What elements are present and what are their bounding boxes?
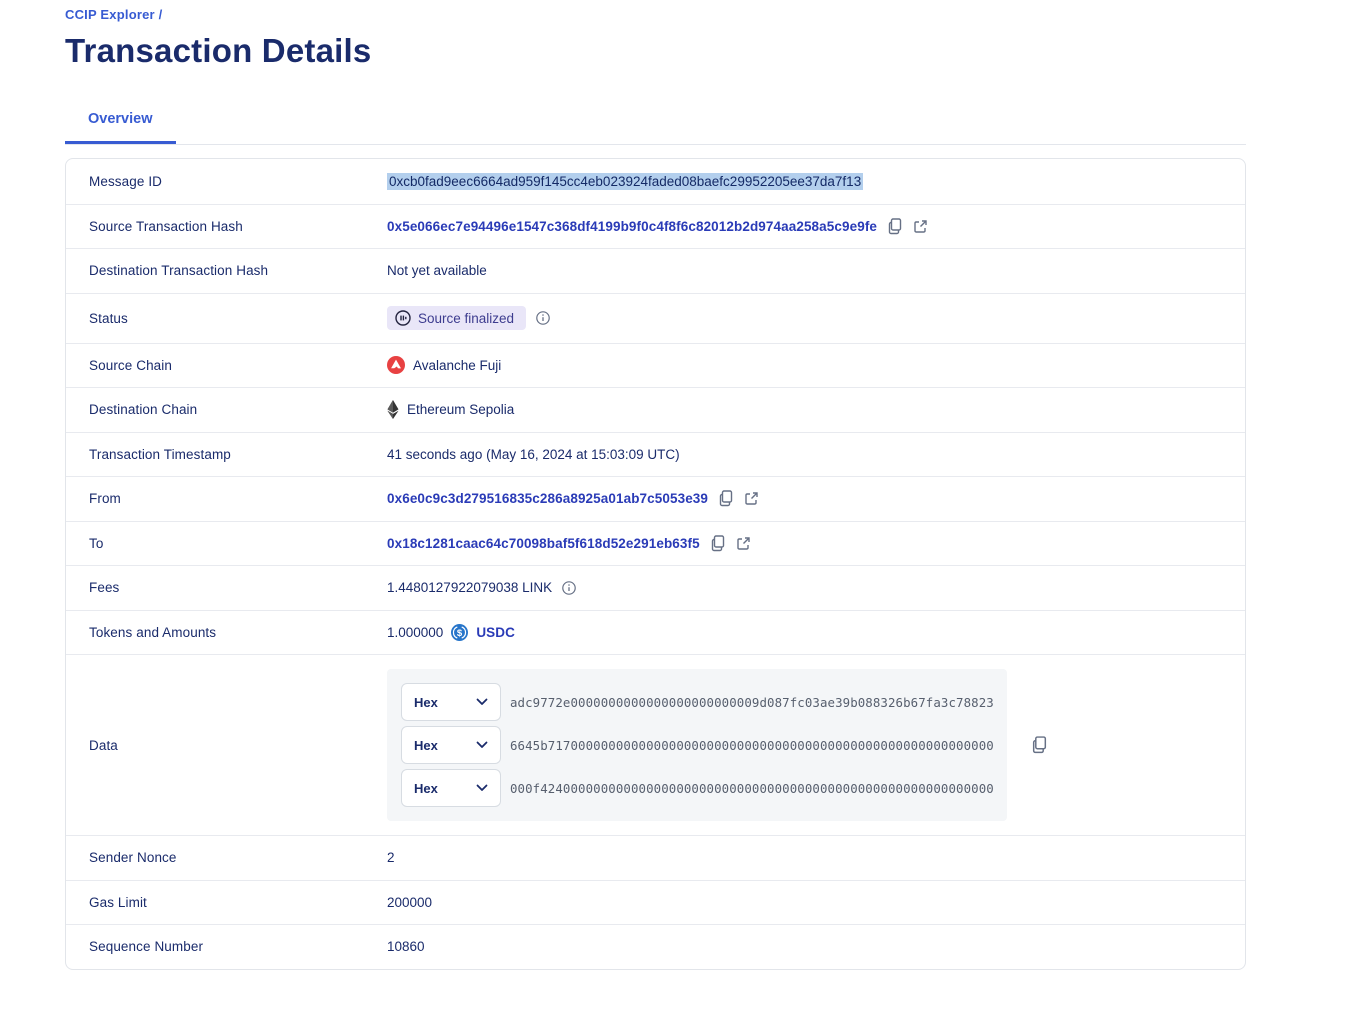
row-label: Destination Transaction Hash [89, 263, 269, 279]
chevron-down-icon [476, 741, 488, 749]
row-label: Tokens and Amounts [89, 624, 217, 640]
status-badge: Source finalized [387, 306, 527, 330]
source-chain-name: Avalanche Fuji [413, 357, 502, 373]
transaction-details-page: CCIP Explorer / Transaction Details Over… [65, 0, 1246, 970]
row-label: Source Chain [89, 357, 172, 373]
copy-icon[interactable] [718, 490, 734, 507]
from-address-link[interactable]: 0x6e0c9c3d279516835c286a8925a01ab7c5053e… [387, 491, 709, 507]
external-link-icon[interactable] [744, 491, 759, 506]
row-tokens: Tokens and Amounts 1.000000 $ USDC [66, 609, 1245, 655]
row-label: Data [89, 737, 118, 753]
token-amount: 1.000000 [387, 624, 444, 640]
chevron-down-icon [476, 698, 488, 706]
hex-format-select[interactable]: Hex [401, 769, 501, 807]
row-fees: Fees 1.4480127922079038 LINK [66, 565, 1245, 610]
hex-select-value: Hex [414, 780, 438, 796]
gas-limit-value: 200000 [387, 894, 433, 910]
row-label: Sender Nonce [89, 850, 177, 866]
row-label: Gas Limit [89, 894, 147, 910]
row-sender-nonce: Sender Nonce 2 [66, 835, 1245, 880]
row-sequence-number: Sequence Number 10860 [66, 924, 1245, 969]
data-hex-box: Hex adc9772e0000000000000000000000009d08… [387, 669, 1007, 821]
tab-bar: Overview [65, 110, 1246, 144]
row-status: Status Source finalized [66, 292, 1245, 343]
hex-data-value: 000f424000000000000000000000000000000000… [510, 780, 994, 796]
hex-format-select[interactable]: Hex [401, 683, 501, 721]
avalanche-icon [387, 356, 405, 375]
token-symbol-link[interactable]: USDC [476, 624, 515, 640]
copy-icon[interactable] [887, 218, 903, 235]
transaction-detail-table: Message ID 0xcb0fad9eec6664ad959f145cc4e… [65, 158, 1246, 970]
row-gas-limit: Gas Limit 200000 [66, 879, 1245, 925]
chevron-down-icon [476, 784, 488, 792]
row-label: Message ID [89, 173, 163, 189]
row-dest-chain: Destination Chain Ethereum Sepolia [66, 387, 1245, 432]
row-to: To 0x18c1281caac64c70098baf5f618d52e291e… [66, 520, 1245, 566]
to-address-link[interactable]: 0x18c1281caac64c70098baf5f618d52e291eb63… [387, 535, 700, 551]
row-label: Transaction Timestamp [89, 446, 231, 462]
source-tx-hash-link[interactable]: 0x5e066ec7e94496e1547c368df4199b9f0c4f8f… [387, 218, 878, 234]
sequence-number-value: 10860 [387, 939, 425, 955]
tab-overview[interactable]: Overview [65, 111, 176, 144]
hex-data-value: 6645b71700000000000000000000000000000000… [510, 737, 994, 753]
svg-text:$: $ [457, 628, 463, 639]
sender-nonce-value: 2 [387, 850, 395, 866]
row-label: Sequence Number [89, 939, 204, 955]
dest-chain-name: Ethereum Sepolia [407, 402, 515, 418]
row-source-tx-hash: Source Transaction Hash 0x5e066ec7e94496… [66, 203, 1245, 249]
row-dest-tx-hash: Destination Transaction Hash Not yet ava… [66, 248, 1245, 293]
status-badge-label: Source finalized [418, 310, 515, 326]
hex-select-value: Hex [414, 694, 438, 710]
data-line: Hex adc9772e0000000000000000000000009d08… [401, 683, 994, 721]
source-finalized-icon [395, 310, 411, 326]
external-link-icon[interactable] [913, 219, 928, 234]
hex-format-select[interactable]: Hex [401, 726, 501, 764]
data-line: Hex 000f42400000000000000000000000000000… [401, 769, 994, 807]
tab-divider [65, 144, 1246, 145]
copy-icon[interactable] [1031, 736, 1048, 754]
dest-tx-hash-value: Not yet available [387, 263, 487, 279]
external-link-icon[interactable] [736, 536, 751, 551]
row-label: To [89, 535, 104, 551]
info-icon[interactable] [562, 580, 576, 595]
ethereum-icon [387, 400, 399, 420]
hex-data-value: adc9772e0000000000000000000000009d087fc0… [510, 694, 994, 710]
row-message-id: Message ID 0xcb0fad9eec6664ad959f145cc4e… [66, 159, 1245, 204]
data-line: Hex 6645b7170000000000000000000000000000… [401, 726, 994, 764]
breadcrumb[interactable]: CCIP Explorer / [65, 7, 163, 22]
usdc-icon: $ [451, 623, 469, 641]
fees-value: 1.4480127922079038 LINK [387, 580, 553, 596]
row-label: From [89, 491, 121, 507]
row-label: Destination Chain [89, 402, 198, 418]
timestamp-value: 41 seconds ago (May 16, 2024 at 15:03:09… [387, 446, 680, 462]
row-data: Data Hex adc9772e00000000000000000000 [66, 654, 1245, 835]
hex-select-value: Hex [414, 737, 438, 753]
row-label: Source Transaction Hash [89, 218, 243, 234]
message-id-value[interactable]: 0xcb0fad9eec6664ad959f145cc4eb023924fade… [387, 172, 864, 190]
info-icon[interactable] [536, 311, 550, 325]
row-from: From 0x6e0c9c3d279516835c286a8925a01ab7c… [66, 476, 1245, 521]
page-title: Transaction Details [65, 32, 372, 69]
row-source-chain: Source Chain Avalanche Fuji [66, 342, 1245, 388]
row-label: Status [89, 310, 128, 326]
row-timestamp: Transaction Timestamp 41 seconds ago (Ma… [66, 431, 1245, 477]
copy-icon[interactable] [710, 535, 726, 552]
row-label: Fees [89, 580, 120, 596]
